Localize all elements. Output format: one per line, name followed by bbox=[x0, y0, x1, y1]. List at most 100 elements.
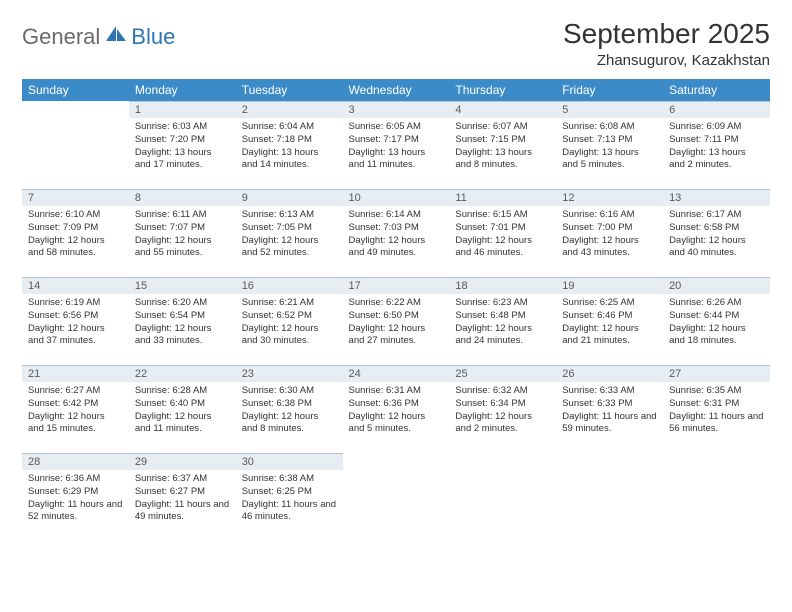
day-details: Sunrise: 6:25 AMSunset: 6:46 PMDaylight:… bbox=[556, 294, 663, 354]
day-details: Sunrise: 6:38 AMSunset: 6:25 PMDaylight:… bbox=[236, 470, 343, 530]
sunset-text: Sunset: 7:15 PM bbox=[455, 134, 550, 147]
daylight-text: Daylight: 12 hours and 24 minutes. bbox=[455, 323, 550, 349]
calendar-day-cell: 22Sunrise: 6:28 AMSunset: 6:40 PMDayligh… bbox=[129, 365, 236, 453]
day-number: 22 bbox=[129, 365, 236, 382]
title-block: September 2025 Zhansugurov, Kazakhstan bbox=[563, 18, 770, 69]
sunset-text: Sunset: 7:17 PM bbox=[349, 134, 444, 147]
sunrise-text: Sunrise: 6:07 AM bbox=[455, 121, 550, 134]
daylight-text: Daylight: 12 hours and 43 minutes. bbox=[562, 235, 657, 261]
weekday-header: Monday bbox=[129, 79, 236, 101]
day-number: 11 bbox=[449, 189, 556, 206]
day-number: 7 bbox=[22, 189, 129, 206]
sunset-text: Sunset: 6:50 PM bbox=[349, 310, 444, 323]
calendar-week-row: 7Sunrise: 6:10 AMSunset: 7:09 PMDaylight… bbox=[22, 189, 770, 277]
logo: General Blue bbox=[22, 24, 175, 50]
calendar-day-cell: 26Sunrise: 6:33 AMSunset: 6:33 PMDayligh… bbox=[556, 365, 663, 453]
sunset-text: Sunset: 7:11 PM bbox=[669, 134, 764, 147]
day-details: Sunrise: 6:27 AMSunset: 6:42 PMDaylight:… bbox=[22, 382, 129, 442]
calendar-day-cell: 20Sunrise: 6:26 AMSunset: 6:44 PMDayligh… bbox=[663, 277, 770, 365]
sunset-text: Sunset: 7:09 PM bbox=[28, 222, 123, 235]
day-details: Sunrise: 6:15 AMSunset: 7:01 PMDaylight:… bbox=[449, 206, 556, 266]
day-number: 24 bbox=[343, 365, 450, 382]
sunset-text: Sunset: 6:40 PM bbox=[135, 398, 230, 411]
day-number: 13 bbox=[663, 189, 770, 206]
day-number: 20 bbox=[663, 277, 770, 294]
calendar-table: SundayMondayTuesdayWednesdayThursdayFrid… bbox=[22, 79, 770, 541]
day-number: 12 bbox=[556, 189, 663, 206]
calendar-day-cell: 30Sunrise: 6:38 AMSunset: 6:25 PMDayligh… bbox=[236, 453, 343, 541]
daylight-text: Daylight: 12 hours and 30 minutes. bbox=[242, 323, 337, 349]
calendar-header-row: SundayMondayTuesdayWednesdayThursdayFrid… bbox=[22, 79, 770, 101]
daylight-text: Daylight: 12 hours and 27 minutes. bbox=[349, 323, 444, 349]
logo-sail-icon bbox=[106, 26, 128, 49]
calendar-day-cell: 8Sunrise: 6:11 AMSunset: 7:07 PMDaylight… bbox=[129, 189, 236, 277]
sunset-text: Sunset: 6:42 PM bbox=[28, 398, 123, 411]
sunset-text: Sunset: 6:27 PM bbox=[135, 486, 230, 499]
daylight-text: Daylight: 12 hours and 8 minutes. bbox=[242, 411, 337, 437]
day-number: 4 bbox=[449, 101, 556, 118]
day-details: Sunrise: 6:22 AMSunset: 6:50 PMDaylight:… bbox=[343, 294, 450, 354]
day-details: Sunrise: 6:32 AMSunset: 6:34 PMDaylight:… bbox=[449, 382, 556, 442]
daylight-text: Daylight: 12 hours and 55 minutes. bbox=[135, 235, 230, 261]
day-number: 2 bbox=[236, 101, 343, 118]
sunrise-text: Sunrise: 6:33 AM bbox=[562, 385, 657, 398]
day-number: 29 bbox=[129, 453, 236, 470]
daylight-text: Daylight: 12 hours and 58 minutes. bbox=[28, 235, 123, 261]
day-number: 15 bbox=[129, 277, 236, 294]
sunrise-text: Sunrise: 6:03 AM bbox=[135, 121, 230, 134]
sunrise-text: Sunrise: 6:04 AM bbox=[242, 121, 337, 134]
sunset-text: Sunset: 6:34 PM bbox=[455, 398, 550, 411]
sunrise-text: Sunrise: 6:26 AM bbox=[669, 297, 764, 310]
calendar-day-cell bbox=[449, 453, 556, 541]
day-details: Sunrise: 6:17 AMSunset: 6:58 PMDaylight:… bbox=[663, 206, 770, 266]
calendar-week-row: 28Sunrise: 6:36 AMSunset: 6:29 PMDayligh… bbox=[22, 453, 770, 541]
sunset-text: Sunset: 7:00 PM bbox=[562, 222, 657, 235]
sunset-text: Sunset: 7:18 PM bbox=[242, 134, 337, 147]
calendar-day-cell: 9Sunrise: 6:13 AMSunset: 7:05 PMDaylight… bbox=[236, 189, 343, 277]
calendar-day-cell: 25Sunrise: 6:32 AMSunset: 6:34 PMDayligh… bbox=[449, 365, 556, 453]
sunrise-text: Sunrise: 6:13 AM bbox=[242, 209, 337, 222]
daylight-text: Daylight: 12 hours and 5 minutes. bbox=[349, 411, 444, 437]
calendar-day-cell: 15Sunrise: 6:20 AMSunset: 6:54 PMDayligh… bbox=[129, 277, 236, 365]
logo-text-general: General bbox=[22, 24, 100, 50]
day-details: Sunrise: 6:08 AMSunset: 7:13 PMDaylight:… bbox=[556, 118, 663, 178]
daylight-text: Daylight: 13 hours and 8 minutes. bbox=[455, 147, 550, 173]
calendar-week-row: 21Sunrise: 6:27 AMSunset: 6:42 PMDayligh… bbox=[22, 365, 770, 453]
sunrise-text: Sunrise: 6:09 AM bbox=[669, 121, 764, 134]
sunrise-text: Sunrise: 6:16 AM bbox=[562, 209, 657, 222]
calendar-day-cell: 27Sunrise: 6:35 AMSunset: 6:31 PMDayligh… bbox=[663, 365, 770, 453]
sunrise-text: Sunrise: 6:23 AM bbox=[455, 297, 550, 310]
day-details: Sunrise: 6:21 AMSunset: 6:52 PMDaylight:… bbox=[236, 294, 343, 354]
daylight-text: Daylight: 12 hours and 37 minutes. bbox=[28, 323, 123, 349]
day-number: 18 bbox=[449, 277, 556, 294]
sunset-text: Sunset: 6:48 PM bbox=[455, 310, 550, 323]
calendar-day-cell: 4 Sunrise: 6:07 AMSunset: 7:15 PMDaylight… bbox=[449, 101, 556, 189]
sunset-text: Sunset: 6:33 PM bbox=[562, 398, 657, 411]
day-details: Sunrise: 6:37 AMSunset: 6:27 PMDaylight:… bbox=[129, 470, 236, 530]
sunrise-text: Sunrise: 6:36 AM bbox=[28, 473, 123, 486]
day-number: 30 bbox=[236, 453, 343, 470]
logo-text-blue: Blue bbox=[131, 24, 175, 50]
sunset-text: Sunset: 6:25 PM bbox=[242, 486, 337, 499]
sunset-text: Sunset: 7:20 PM bbox=[135, 134, 230, 147]
calendar-day-cell: 3Sunrise: 6:05 AMSunset: 7:17 PMDaylight… bbox=[343, 101, 450, 189]
day-number: 16 bbox=[236, 277, 343, 294]
calendar-day-cell: 14Sunrise: 6:19 AMSunset: 6:56 PMDayligh… bbox=[22, 277, 129, 365]
location: Zhansugurov, Kazakhstan bbox=[563, 52, 770, 69]
day-number: 27 bbox=[663, 365, 770, 382]
sunset-text: Sunset: 7:13 PM bbox=[562, 134, 657, 147]
day-details: Sunrise: 6:09 AMSunset: 7:11 PMDaylight:… bbox=[663, 118, 770, 178]
sunset-text: Sunset: 6:29 PM bbox=[28, 486, 123, 499]
day-number: 9 bbox=[236, 189, 343, 206]
day-number: 25 bbox=[449, 365, 556, 382]
sunset-text: Sunset: 6:56 PM bbox=[28, 310, 123, 323]
calendar-day-cell: 12 Sunrise: 6:16 AMSunset: 7:00 PMDayligh… bbox=[556, 189, 663, 277]
daylight-text: Daylight: 11 hours and 46 minutes. bbox=[242, 499, 337, 525]
day-number: 8 bbox=[129, 189, 236, 206]
daylight-text: Daylight: 12 hours and 18 minutes. bbox=[669, 323, 764, 349]
sunrise-text: Sunrise: 6:15 AM bbox=[455, 209, 550, 222]
daylight-text: Daylight: 11 hours and 59 minutes. bbox=[562, 411, 657, 437]
sunset-text: Sunset: 6:36 PM bbox=[349, 398, 444, 411]
calendar-day-cell: 13Sunrise: 6:17 AMSunset: 6:58 PMDayligh… bbox=[663, 189, 770, 277]
sunset-text: Sunset: 6:38 PM bbox=[242, 398, 337, 411]
